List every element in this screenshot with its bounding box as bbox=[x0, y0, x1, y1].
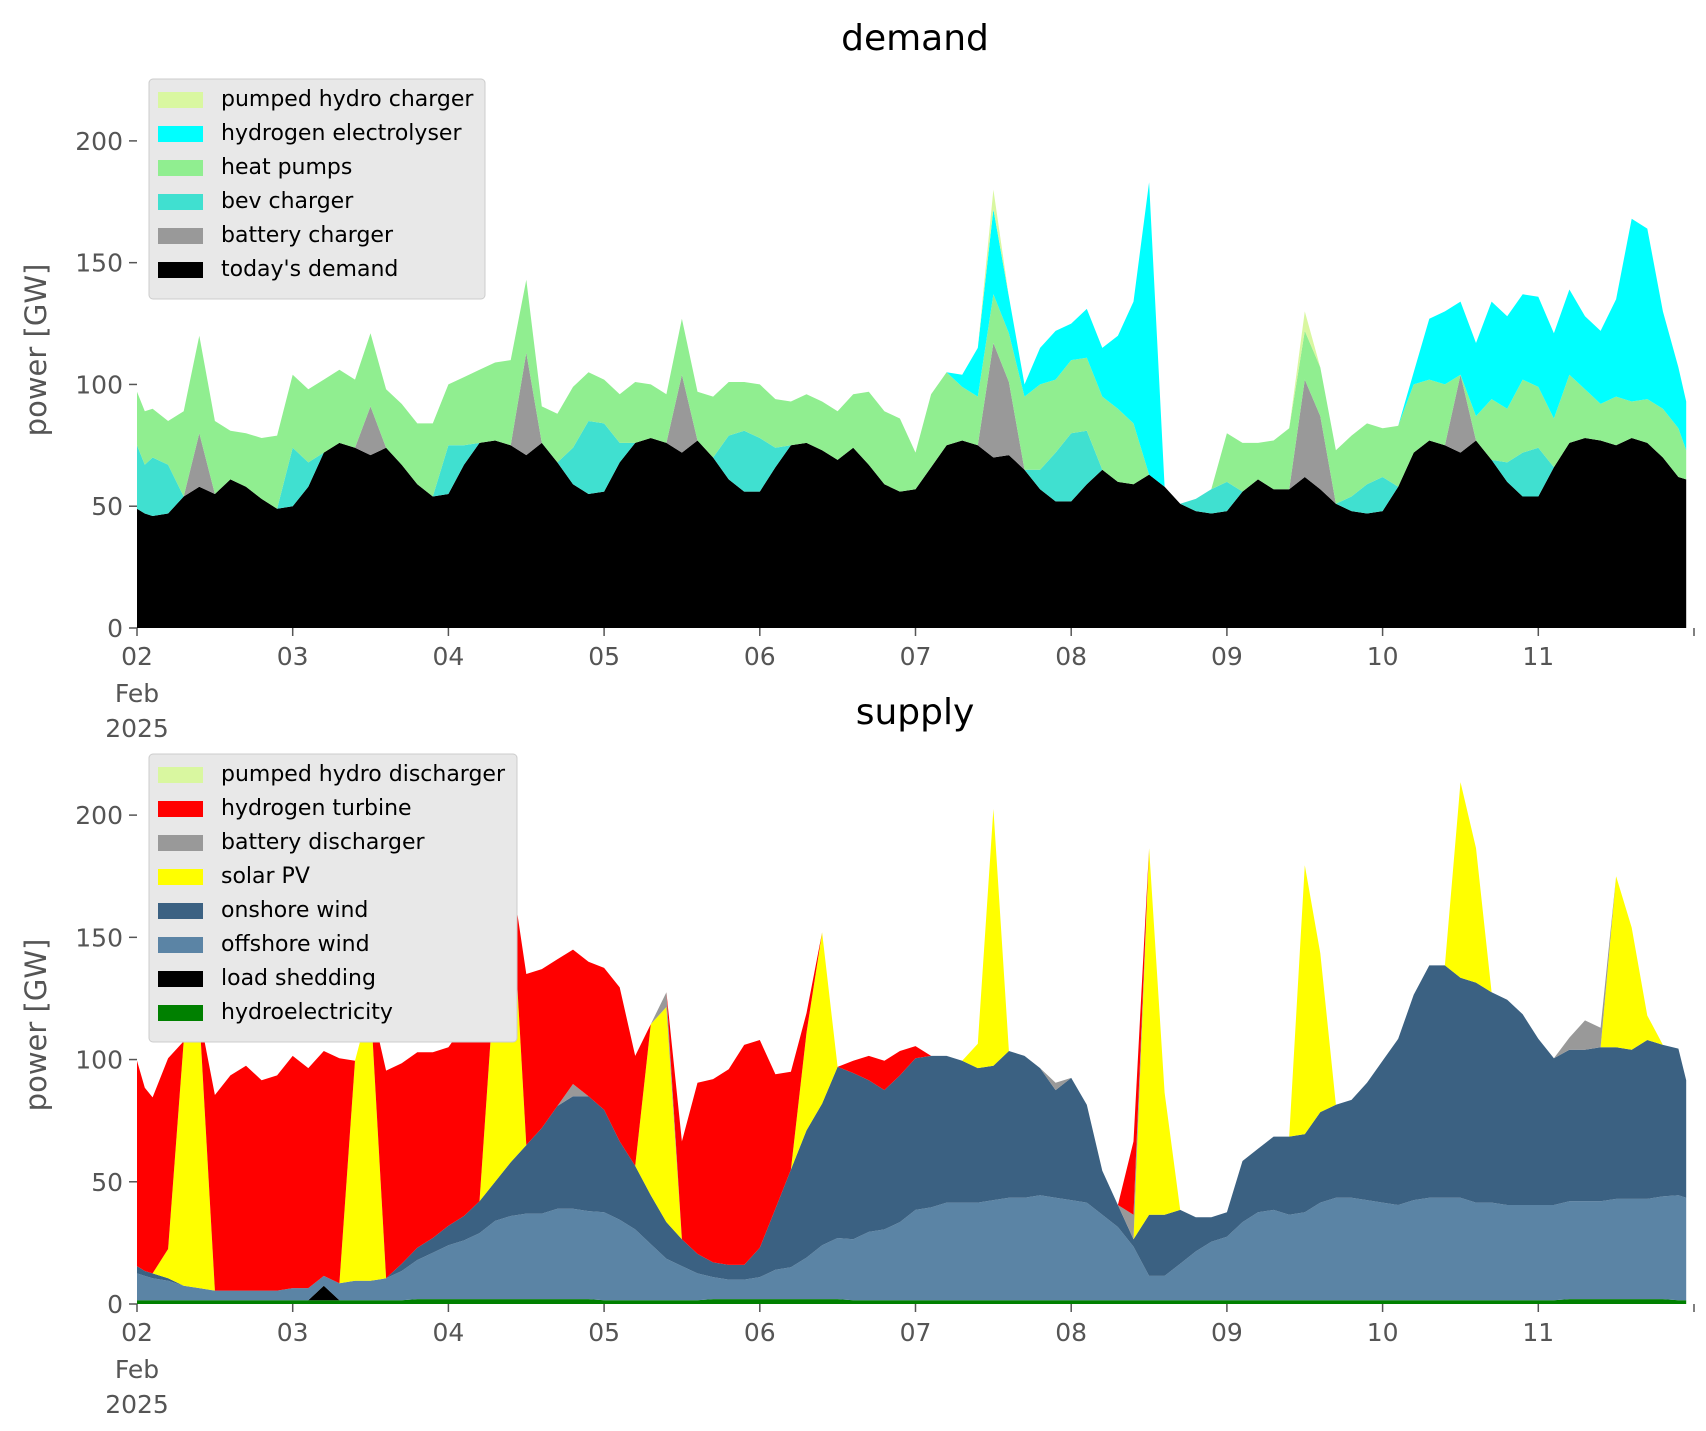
demand-y-axis-label: power [GW] bbox=[19, 264, 53, 437]
supply-legend-swatch-load-shedding bbox=[158, 971, 203, 987]
supply-x-tick-label: 05 bbox=[588, 1318, 620, 1347]
supply-legend-swatch-offshore-wind bbox=[158, 937, 203, 953]
demand-area-battery-charger bbox=[137, 343, 1687, 516]
demand-x-tick-label: 08 bbox=[1055, 642, 1087, 671]
supply-chart-title: supply bbox=[856, 692, 975, 733]
supply-x-date-label: Feb bbox=[115, 1355, 159, 1384]
supply-legend-label: pumped hydro discharger bbox=[221, 762, 506, 787]
supply-y-tick-label: 100 bbox=[75, 1046, 123, 1075]
demand-x-tick-label: 03 bbox=[277, 642, 309, 671]
supply-area-offshore-wind bbox=[137, 1195, 1687, 1301]
demand-legend-label: heat pumps bbox=[221, 155, 352, 180]
demand-legend-label: pumped hydro charger bbox=[221, 87, 474, 112]
supply-legend-swatch-onshore-wind bbox=[158, 903, 203, 919]
demand-legend-swatch-today-s-demand bbox=[158, 262, 203, 278]
demand-chart: demand power [GW] 0 50 100 150 200 02 03 04 05 06… bbox=[19, 18, 1695, 743]
supply-y-tick-label: 200 bbox=[75, 801, 123, 830]
demand-legend-label: battery charger bbox=[221, 223, 394, 248]
demand-legend-swatch-bev-charger bbox=[158, 194, 203, 210]
supply-legend-swatch-hydrogen-turbine bbox=[158, 801, 203, 817]
supply-legend-label: hydroelectricity bbox=[221, 1000, 393, 1025]
supply-x-tick-label: 04 bbox=[432, 1318, 464, 1347]
demand-x-date-label: 2025 bbox=[105, 714, 169, 743]
demand-legend-swatch-heat-pumps bbox=[158, 160, 203, 176]
supply-x-tick-label: 11 bbox=[1522, 1318, 1554, 1347]
supply-x-tick-label: 07 bbox=[900, 1318, 932, 1347]
supply-x-date-label: 2025 bbox=[105, 1390, 169, 1419]
demand-y-tick-label: 200 bbox=[75, 127, 123, 156]
supply-x-tick-label: 03 bbox=[277, 1318, 309, 1347]
demand-x-tick-label: 02 bbox=[121, 642, 153, 671]
demand-x-tick-label: 05 bbox=[588, 642, 620, 671]
demand-legend-label: today's demand bbox=[221, 257, 398, 282]
demand-legend-swatch-battery-charger bbox=[158, 228, 203, 244]
supply-y-tick-label: 150 bbox=[75, 923, 123, 952]
supply-y-tick-label: 50 bbox=[91, 1168, 123, 1197]
supply-legend-label: load shedding bbox=[221, 966, 376, 991]
supply-chart: supply power [GW] 0 50 100 150 200 02 03 04 05 06… bbox=[19, 692, 1695, 1419]
demand-legend-swatch-hydrogen-electrolyser bbox=[158, 126, 203, 142]
demand-legend: pumped hydro charger hydrogen electrolyse… bbox=[148, 78, 486, 300]
demand-x-date-label: Feb bbox=[115, 679, 159, 708]
supply-x-tick-label: 10 bbox=[1367, 1318, 1399, 1347]
supply-y-axis-label: power [GW] bbox=[19, 939, 53, 1112]
supply-x-tick-label: 09 bbox=[1211, 1318, 1243, 1347]
supply-legend-label: offshore wind bbox=[221, 932, 370, 957]
demand-legend-swatch-pumped-hydro-charger bbox=[158, 92, 203, 108]
supply-legend-swatch-pumped-hydro-discharger bbox=[158, 767, 203, 783]
demand-area-today-s-demand bbox=[137, 438, 1687, 628]
demand-y-tick-label: 0 bbox=[107, 614, 123, 643]
demand-area-heat-pumps bbox=[137, 279, 1687, 509]
supply-legend-box bbox=[148, 753, 518, 1043]
supply-axes: 0 50 100 150 200 02 03 04 05 06 07 08 09 10 11 Feb 2025 bbox=[75, 801, 1695, 1419]
demand-axes: 0 50 100 150 200 02 03 04 05 06 07 08 09 10 11 Feb 2025 bbox=[75, 127, 1695, 743]
supply-area-hydroelectricity bbox=[137, 1299, 1687, 1304]
supply-legend-swatch-hydroelectricity bbox=[158, 1005, 203, 1021]
demand-y-tick-label: 50 bbox=[91, 492, 123, 521]
supply-area-hydrogen-turbine bbox=[137, 782, 1687, 1291]
demand-legend-label: hydrogen electrolyser bbox=[221, 121, 462, 146]
supply-y-tick-label: 0 bbox=[107, 1290, 123, 1319]
supply-legend-label: battery discharger bbox=[221, 830, 426, 855]
supply-legend: pumped hydro discharger hydrogen turbine b… bbox=[148, 753, 518, 1043]
demand-x-tick-label: 06 bbox=[744, 642, 776, 671]
supply-areas bbox=[137, 782, 1687, 1304]
supply-legend-swatch-battery-discharger bbox=[158, 835, 203, 851]
supply-x-tick-label: 06 bbox=[744, 1318, 776, 1347]
supply-legend-swatch-solar-pv bbox=[158, 869, 203, 885]
demand-area-bev-charger bbox=[137, 343, 1687, 516]
supply-x-tick-label: 08 bbox=[1055, 1318, 1087, 1347]
demand-legend-box bbox=[148, 78, 486, 300]
supply-legend-label: hydrogen turbine bbox=[221, 796, 412, 821]
demand-x-tick-label: 10 bbox=[1367, 642, 1399, 671]
supply-legend-label: onshore wind bbox=[221, 898, 368, 923]
demand-legend-label: bev charger bbox=[221, 189, 354, 214]
supply-x-tick-label: 02 bbox=[121, 1318, 153, 1347]
demand-x-tick-label: 09 bbox=[1211, 642, 1243, 671]
demand-x-tick-label: 11 bbox=[1522, 642, 1554, 671]
supply-legend-label: solar PV bbox=[221, 864, 310, 889]
demand-areas bbox=[137, 182, 1687, 628]
demand-y-tick-label: 100 bbox=[75, 370, 123, 399]
demand-x-tick-label: 04 bbox=[432, 642, 464, 671]
demand-y-tick-label: 150 bbox=[75, 249, 123, 278]
demand-x-tick-label: 07 bbox=[900, 642, 932, 671]
supply-area-onshore-wind bbox=[137, 965, 1687, 1291]
demand-chart-title: demand bbox=[841, 18, 989, 59]
